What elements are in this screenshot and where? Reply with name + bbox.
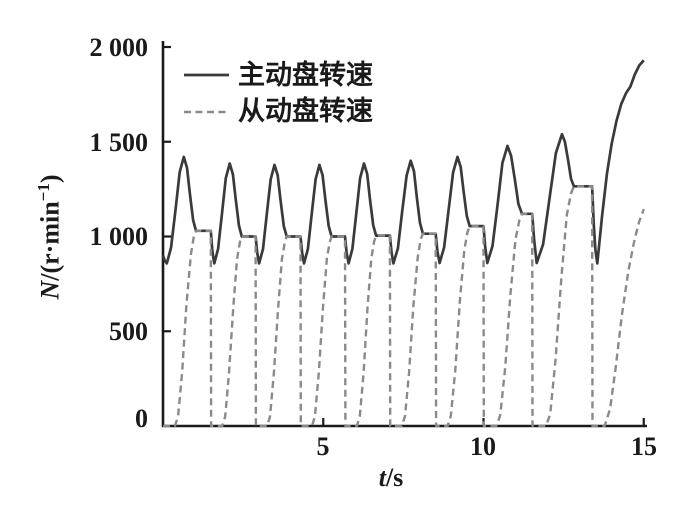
ytick-2000: 2 000 bbox=[89, 33, 149, 62]
legend-label-driving-disc: 主动盘转速 bbox=[238, 60, 373, 90]
ytick-0: 0 bbox=[135, 404, 148, 433]
dashed-series-line bbox=[163, 185, 645, 428]
xtick-5: 5 bbox=[316, 432, 330, 461]
x-axis-symbol: t bbox=[378, 463, 386, 492]
ytick-500: 500 bbox=[109, 317, 148, 346]
y-axis-unit-left: /(r·min bbox=[35, 201, 65, 281]
xtick-15: 15 bbox=[631, 432, 657, 461]
xtick-10: 10 bbox=[470, 432, 496, 461]
legend: 主动盘转速 从动盘转速 bbox=[238, 57, 373, 129]
axis-ticks bbox=[163, 45, 645, 426]
y-axis-unit-exponent: −1 bbox=[34, 183, 53, 202]
y-axis-title: N/(r·min−1) bbox=[28, 117, 65, 357]
axis-lines bbox=[161, 41, 647, 428]
legend-label-driven-disc: 从动盘转速 bbox=[238, 96, 373, 126]
ytick-1500: 1 500 bbox=[89, 128, 149, 157]
series-lines bbox=[161, 59, 645, 428]
solid-series-line bbox=[161, 59, 645, 265]
y-axis-symbol: N bbox=[35, 280, 65, 300]
x-axis-title: t/s bbox=[351, 462, 431, 494]
y-axis-unit-right: ) bbox=[35, 174, 65, 184]
ytick-1000: 1 000 bbox=[89, 222, 149, 251]
x-axis-unit: /s bbox=[385, 463, 404, 492]
